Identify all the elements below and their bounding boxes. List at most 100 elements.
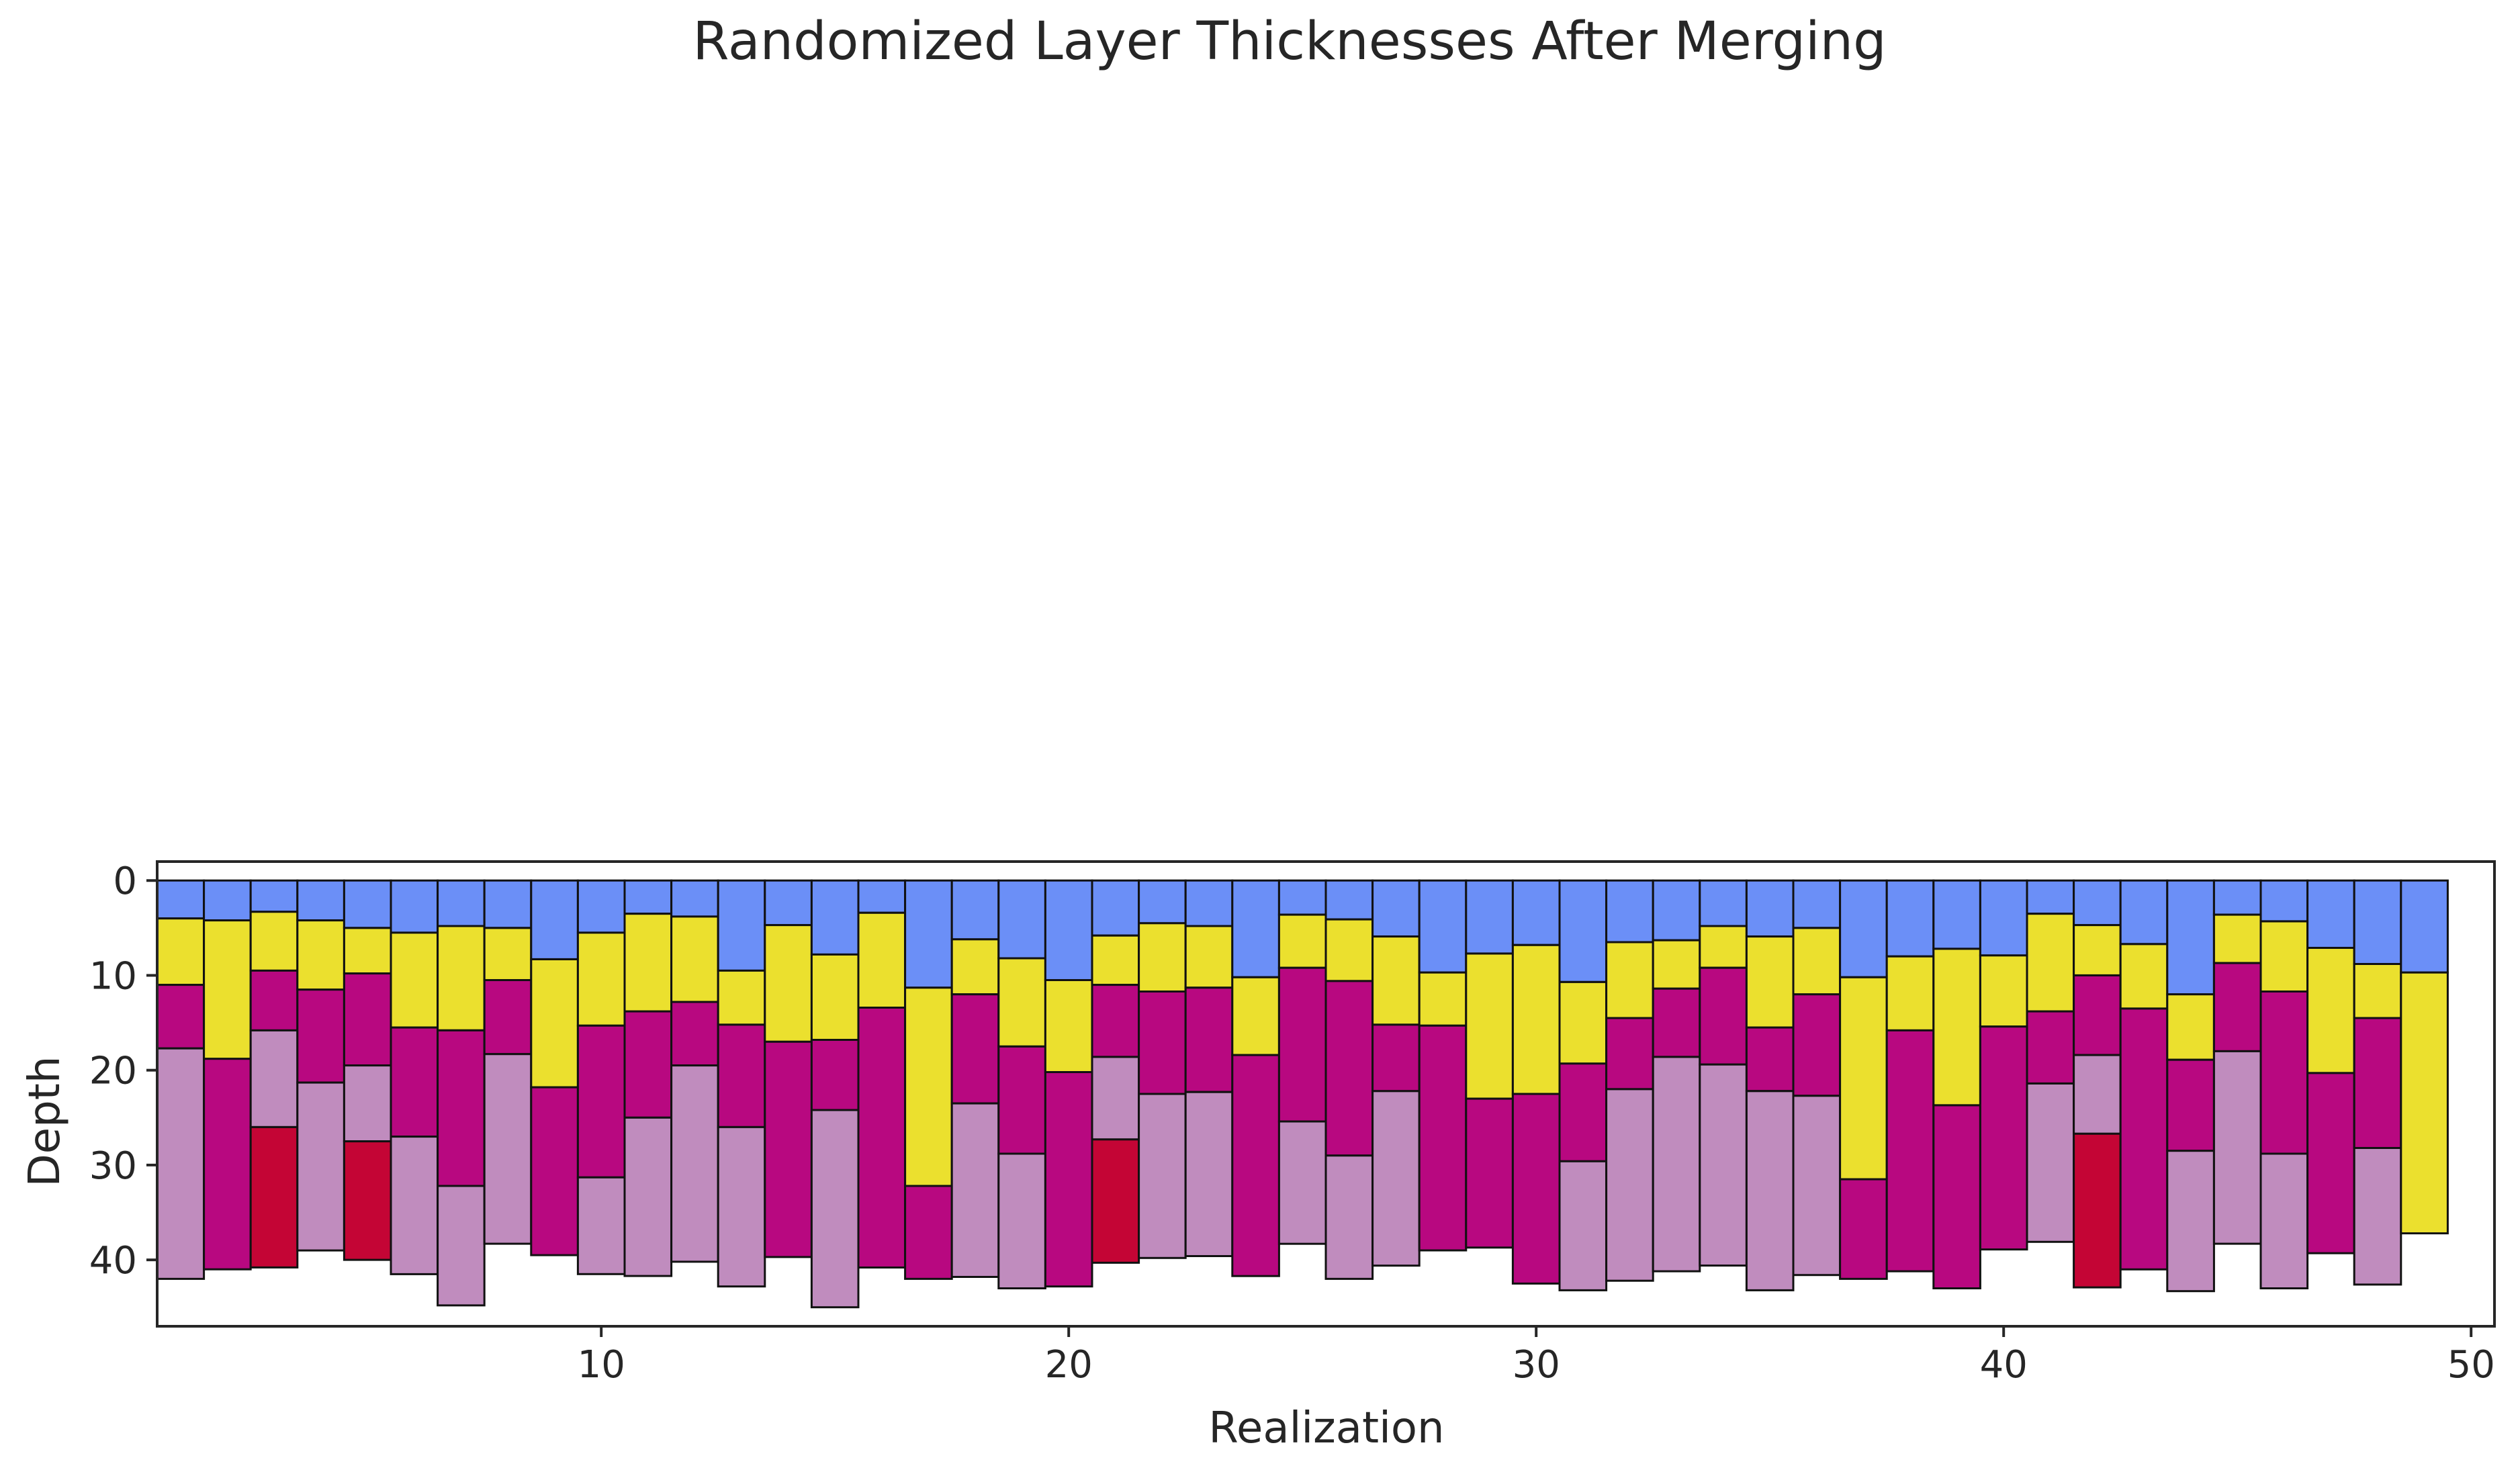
layer-bar-r31-l4 <box>1558 1160 1608 1291</box>
layer-bar-r19-l4 <box>997 1152 1046 1289</box>
layer-bar-r31-l3 <box>1558 1062 1608 1162</box>
layer-bar-r3-l3 <box>249 969 299 1031</box>
layer-bar-r42-l1 <box>2073 879 2122 927</box>
layer-bar-r10-l1 <box>576 879 626 934</box>
layer-bar-r14-l1 <box>764 879 813 927</box>
layer-bar-r45-l3 <box>2212 962 2262 1052</box>
layer-bar-r2-l2 <box>203 919 252 1060</box>
layer-bar-r20-l1 <box>1044 879 1093 981</box>
layer-bar-r6-l4 <box>390 1136 439 1275</box>
layer-bar-r32-l1 <box>1605 879 1654 943</box>
y-tick-label: 40 <box>89 1239 137 1283</box>
layer-bar-r21-l4 <box>1091 1056 1140 1141</box>
layer-bar-r21-l2 <box>1091 934 1140 986</box>
layer-bar-r16-l1 <box>857 879 907 914</box>
layer-bar-r22-l4 <box>1138 1093 1187 1259</box>
layer-bar-r13-l3 <box>717 1023 766 1128</box>
layer-bar-r15-l2 <box>810 953 860 1042</box>
layer-bar-r33-l3 <box>1652 987 1701 1058</box>
layer-bar-r5-l2 <box>343 927 392 975</box>
layer-bar-r27-l4 <box>1371 1090 1421 1267</box>
layer-bar-r28-l3 <box>1418 1024 1468 1252</box>
layer-bar-r36-l4 <box>1792 1095 1842 1277</box>
layer-bar-r10-l2 <box>576 931 626 1027</box>
layer-bar-r38-l3 <box>1885 1029 1935 1273</box>
layer-bar-r33-l2 <box>1652 939 1701 990</box>
layer-bar-r29-l1 <box>1465 879 1514 955</box>
layer-bar-r24-l1 <box>1231 879 1280 978</box>
x-tick-label: 30 <box>1513 1343 1560 1387</box>
layer-bar-r20-l3 <box>1044 1071 1093 1288</box>
layer-bar-r40-l1 <box>1979 879 2028 957</box>
x-tick-label: 50 <box>2447 1343 2495 1387</box>
layer-bar-r37-l2 <box>1839 976 1888 1181</box>
x-axis-label: Realization <box>1208 1403 1444 1453</box>
layer-bar-r20-l2 <box>1044 979 1093 1073</box>
layer-bar-r42-l2 <box>2073 924 2122 976</box>
layer-bar-r11-l2 <box>623 913 673 1013</box>
layer-bar-r42-l4 <box>2073 1054 2122 1135</box>
layer-bar-r23-l2 <box>1184 925 1234 989</box>
layer-bar-r7-l1 <box>437 879 486 927</box>
layer-bar-r43-l2 <box>2119 943 2169 1010</box>
layer-bar-r22-l3 <box>1138 991 1187 1095</box>
layer-bar-r8-l2 <box>483 927 533 982</box>
y-axis-ticks: 0 10 20 30 40 <box>89 860 157 1283</box>
layer-bar-r27-l3 <box>1371 1023 1421 1093</box>
layer-bar-r11-l4 <box>623 1116 673 1277</box>
layer-bar-r3-l2 <box>249 911 299 972</box>
layer-bar-r42-l5 <box>2073 1132 2122 1289</box>
layer-bar-r46-l2 <box>2259 920 2309 993</box>
layer-bar-r18-l4 <box>950 1102 1000 1278</box>
layer-bar-r40-l2 <box>1979 954 2028 1028</box>
layer-bar-r27-l2 <box>1371 935 1421 1026</box>
layer-bar-r40-l3 <box>1979 1025 2028 1251</box>
layer-bar-r18-l3 <box>950 993 1000 1105</box>
layer-bar-r49-l2 <box>2400 971 2449 1235</box>
layer-bar-r36-l2 <box>1792 927 1842 996</box>
layer-bar-r13-l4 <box>717 1125 766 1288</box>
layer-bar-r3-l4 <box>249 1029 299 1128</box>
layer-bar-r43-l1 <box>2119 879 2169 946</box>
layer-bar-r33-l4 <box>1652 1056 1701 1273</box>
layer-bar-r26-l4 <box>1324 1154 1374 1280</box>
layer-bar-r30-l3 <box>1511 1093 1561 1285</box>
layer-bar-r47-l2 <box>2306 947 2355 1074</box>
layer-bar-r25-l3 <box>1277 966 1327 1123</box>
layer-bar-r12-l2 <box>670 915 719 1003</box>
y-tick-label: 0 <box>113 860 137 903</box>
layer-bar-r15-l4 <box>810 1109 860 1309</box>
layer-bar-r26-l1 <box>1324 879 1374 921</box>
layer-bar-r41-l2 <box>2026 913 2075 1013</box>
layer-bar-r1-l1 <box>156 879 206 920</box>
layer-bar-r39-l1 <box>1932 879 1981 950</box>
layer-bar-r21-l5 <box>1091 1138 1140 1264</box>
layer-bar-r35-l4 <box>1745 1090 1795 1291</box>
layer-bar-r49-l1 <box>2400 879 2449 974</box>
layer-bar-r36-l1 <box>1792 879 1842 929</box>
layer-bar-r1-l3 <box>156 984 206 1050</box>
x-tick-label: 20 <box>1045 1343 1093 1387</box>
layer-bar-r10-l3 <box>576 1024 626 1179</box>
layer-bar-r18-l1 <box>950 879 1000 941</box>
x-tick-label: 10 <box>578 1343 625 1387</box>
layer-bar-r9-l2 <box>530 958 579 1089</box>
layer-bar-r35-l3 <box>1745 1026 1795 1093</box>
layer-bar-r26-l2 <box>1324 918 1374 982</box>
layer-bar-r42-l3 <box>2073 974 2122 1056</box>
layer-bar-r5-l4 <box>343 1064 392 1143</box>
layer-bar-r47-l3 <box>2306 1072 2355 1254</box>
layer-bar-r37-l1 <box>1839 879 1888 978</box>
layer-bar-r16-l2 <box>857 911 907 1009</box>
layer-bar-r29-l3 <box>1465 1097 1514 1249</box>
layer-bar-r27-l1 <box>1371 879 1421 937</box>
layer-bar-r12-l3 <box>670 1001 719 1067</box>
layer-bar-r21-l1 <box>1091 879 1140 937</box>
layer-bar-r4-l1 <box>296 879 345 921</box>
layer-bar-r17-l1 <box>904 879 953 989</box>
layer-bar-r46-l1 <box>2259 879 2309 923</box>
x-axis-ticks: 10 20 30 40 50 <box>578 1326 2495 1387</box>
layer-bar-r38-l2 <box>1885 955 1935 1031</box>
layer-bar-r46-l3 <box>2259 991 2309 1155</box>
layer-bar-r25-l2 <box>1277 913 1327 969</box>
